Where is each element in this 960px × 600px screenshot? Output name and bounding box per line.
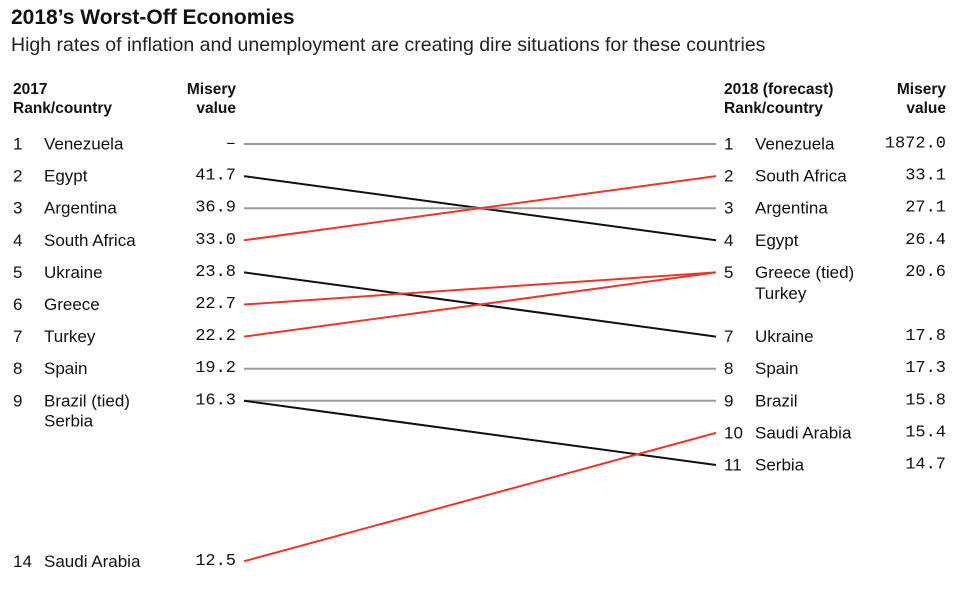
left-value-label: 22.2 <box>195 327 236 346</box>
left-value-label: 23.8 <box>195 263 236 282</box>
right-country-south-africa: South Africa <box>755 167 847 186</box>
right-country-ukraine: Ukraine <box>755 327 814 346</box>
right-value-label: 15.4 <box>905 423 946 442</box>
chart-title: 2018’s Worst-Off Economies <box>11 6 295 29</box>
left-rank-label: 7 <box>13 327 22 346</box>
left-value-label: 19.2 <box>195 359 236 378</box>
right-rank-label: 3 <box>724 199 733 218</box>
left-country-greece: Greece <box>44 295 100 314</box>
right-country-egypt: Egypt <box>755 231 799 250</box>
slope-line-south-africa <box>243 175 717 242</box>
left-rank-label: 1 <box>13 135 22 154</box>
left-value-label: 36.9 <box>195 199 236 218</box>
right-value-label: 17.3 <box>905 359 946 378</box>
left-country-turkey: Turkey <box>44 327 96 346</box>
right-value-label: 26.4 <box>905 231 946 250</box>
right-rank-label: 10 <box>724 423 743 442</box>
right-value-label: 17.8 <box>905 327 946 346</box>
right-value-label: 15.8 <box>905 391 946 410</box>
slope-line-saudi-arabia <box>243 431 717 563</box>
right-country-argentina: Argentina <box>755 199 828 218</box>
left-rank-label: 14 <box>13 552 32 571</box>
left-rank-header: 2017 Rank/country <box>13 81 113 117</box>
right-rank-label: 9 <box>724 391 733 410</box>
left-country-venezuela: Venezuela <box>44 135 124 154</box>
right-value-header: Misery value <box>896 81 946 117</box>
right-value-label: 20.6 <box>905 263 946 282</box>
left-value-label: 33.0 <box>195 231 236 250</box>
right-country-second: Turkey <box>755 284 807 303</box>
right-rank-label: 4 <box>724 231 733 250</box>
left-country-brazil-tied-: Brazil (tied) <box>44 391 130 410</box>
right-value-label: 27.1 <box>905 199 946 218</box>
slope-line-turkey <box>243 271 717 338</box>
left-country-ukraine: Ukraine <box>44 263 103 282</box>
left-rank-label: 3 <box>13 199 22 218</box>
left-country-south-africa: South Africa <box>44 231 136 250</box>
slope-line-serbia <box>243 399 717 466</box>
right-rank-label: 1 <box>724 135 733 154</box>
left-country-saudi-arabia: Saudi Arabia <box>44 552 141 571</box>
right-country-greece-tied-: Greece (tied) <box>755 263 854 282</box>
left-country-egypt: Egypt <box>44 167 88 186</box>
right-value-label: 33.1 <box>905 167 946 186</box>
chart-subtitle: High rates of inflation and unemployment… <box>11 34 766 56</box>
left-country-argentina: Argentina <box>44 199 117 218</box>
right-value-label: 1872.0 <box>885 135 946 154</box>
left-value-label: – <box>226 135 236 154</box>
left-country-spain: Spain <box>44 359 87 378</box>
right-rank-label: 2 <box>724 167 733 186</box>
right-rank-label: 8 <box>724 359 733 378</box>
left-rank-label: 9 <box>13 391 22 410</box>
left-value-label: 22.7 <box>195 295 236 314</box>
right-country-brazil: Brazil <box>755 391 798 410</box>
right-rank-label: 11 <box>724 456 742 475</box>
right-rank-label: 5 <box>724 263 733 282</box>
right-rank-header: 2018 (forecast) Rank/country <box>724 81 834 117</box>
right-column: 1 Venezuela 1872.0 2 South Africa 33.1 3 Argent… <box>724 135 946 475</box>
left-value-label: 41.7 <box>195 167 236 186</box>
right-country-saudi-arabia: Saudi Arabia <box>755 423 852 442</box>
left-value-label: 12.5 <box>195 552 236 571</box>
left-column: 1 Venezuela – 2 Egypt 41.7 3 Argentina 36.9 4 Sout… <box>13 135 236 571</box>
slope-line-greece <box>243 271 717 306</box>
right-country-spain: Spain <box>755 359 798 378</box>
left-rank-label: 2 <box>13 167 22 186</box>
right-country-serbia: Serbia <box>755 456 805 475</box>
left-value-header: Misery value <box>186 81 236 117</box>
left-country-second: Serbia <box>44 411 94 430</box>
left-rank-label: 6 <box>13 295 22 314</box>
right-value-label: 14.7 <box>905 456 946 475</box>
left-rank-label: 5 <box>13 263 22 282</box>
left-value-label: 16.3 <box>195 391 236 410</box>
right-rank-label: 7 <box>724 327 733 346</box>
slope-lines <box>243 143 717 563</box>
right-country-venezuela: Venezuela <box>755 135 835 154</box>
left-rank-label: 8 <box>13 359 22 378</box>
left-rank-label: 4 <box>13 231 22 250</box>
